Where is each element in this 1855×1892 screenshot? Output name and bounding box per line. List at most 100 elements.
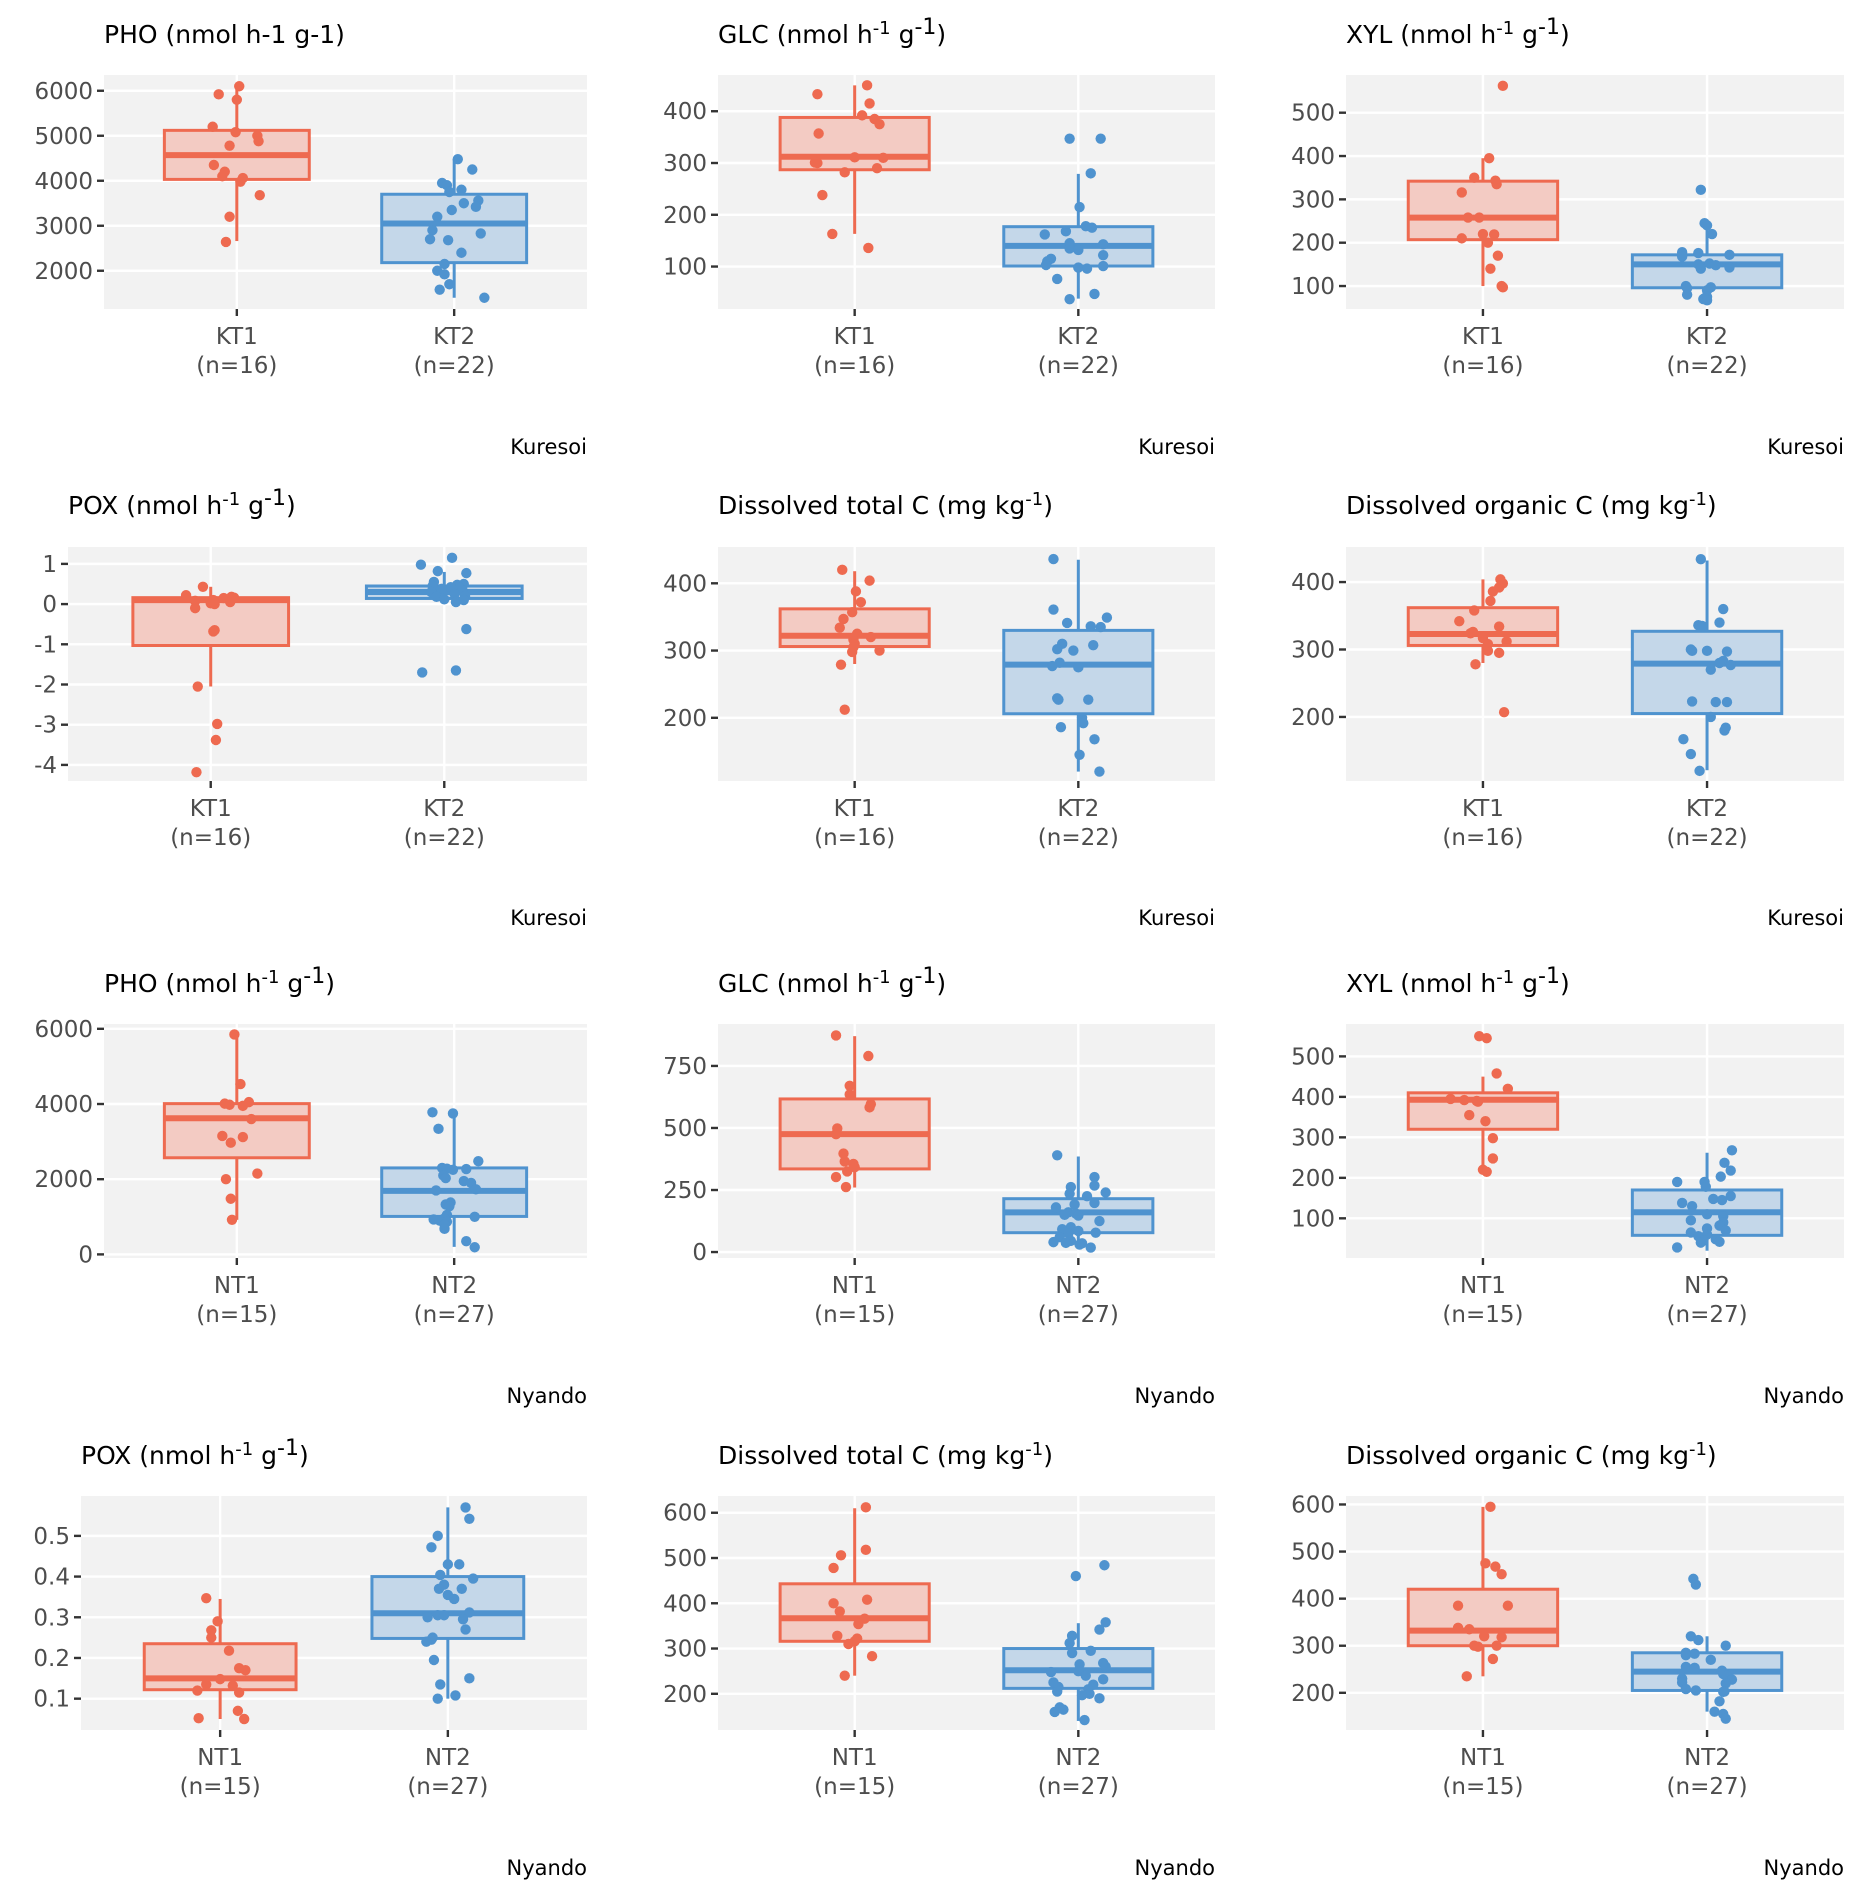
- plot-background: [718, 75, 1215, 309]
- x-tick-label: NT2: [1055, 1745, 1101, 1771]
- data-point: [1470, 659, 1481, 670]
- data-point: [1060, 226, 1072, 237]
- data-point: [1085, 1242, 1096, 1253]
- data-point: [1483, 153, 1495, 164]
- data-point: [1716, 1194, 1728, 1206]
- x-tick-sample-size: (n=16): [196, 353, 277, 379]
- x-tick-label: KT2: [1686, 324, 1728, 350]
- x-tick-sample-size: (n=16): [814, 825, 895, 851]
- site-caption: Nyando: [507, 1856, 588, 1880]
- panel-10: 0.1 0.2 0.3 0.4 0.5 NT1 (n=15) NT2 (n=27) POX (nm…: [33, 1436, 587, 1880]
- y-tick-label: 300: [1291, 1125, 1335, 1151]
- x-tick-sample-size: (n=27): [1667, 1302, 1748, 1328]
- data-point: [860, 1544, 872, 1556]
- data-point: [214, 1673, 226, 1685]
- data-point: [1680, 1683, 1692, 1695]
- data-point: [433, 1123, 444, 1135]
- x-tick-label: KT1: [190, 796, 232, 822]
- data-point: [1048, 553, 1059, 565]
- data-point: [1485, 263, 1496, 274]
- data-point: [479, 292, 490, 303]
- data-point: [1064, 1637, 1075, 1649]
- data-point: [1480, 1558, 1491, 1569]
- box: [162, 1102, 311, 1160]
- data-point: [192, 1685, 203, 1696]
- y-tick-label: 400: [1291, 1587, 1335, 1613]
- y-tick-label: 200: [663, 1682, 707, 1708]
- y-tick-label: 6000: [34, 79, 93, 105]
- data-point: [871, 162, 883, 174]
- panel-title: GLC (nmol h-1 g-1): [718, 964, 946, 998]
- data-point: [458, 198, 470, 209]
- data-point: [1493, 621, 1505, 632]
- series-KT1: [778, 564, 931, 715]
- data-point: [464, 1607, 475, 1618]
- data-point: [233, 1687, 245, 1698]
- x-tick-sample-size: (n=22): [414, 353, 495, 379]
- panel-4: -4 -3 -2 -1 0 1 KT1 (n=16) KT2 (n=22) POX (nmol h-…: [34, 486, 587, 930]
- data-point: [1701, 1209, 1713, 1220]
- y-tick-label: 100: [663, 255, 707, 281]
- data-point: [444, 279, 455, 290]
- data-point: [1052, 273, 1063, 285]
- data-point: [435, 1679, 446, 1690]
- data-point: [192, 681, 203, 692]
- data-point: [1073, 1225, 1084, 1237]
- data-point: [469, 1211, 480, 1222]
- data-point: [1073, 662, 1084, 673]
- data-point: [432, 565, 443, 577]
- panel-title: PHO (nmol h-1 g-1): [104, 964, 335, 998]
- data-point: [223, 1645, 235, 1656]
- y-tick-label: 200: [1291, 231, 1335, 257]
- data-point: [232, 1705, 244, 1717]
- y-tick-label: 0.2: [33, 1646, 70, 1672]
- data-point: [1721, 696, 1733, 708]
- y-tick-label: 400: [1291, 1085, 1335, 1111]
- site-caption: Nyando: [507, 1384, 588, 1408]
- y-tick-label: -3: [34, 713, 57, 739]
- data-point: [432, 1530, 443, 1542]
- data-point: [1695, 553, 1707, 565]
- data-point: [1715, 1171, 1726, 1182]
- panel-title: GLC (nmol h-1 g-1): [718, 15, 946, 49]
- data-point: [1088, 639, 1099, 651]
- data-point: [252, 1168, 263, 1179]
- data-point: [1058, 1704, 1069, 1715]
- site-caption: Kuresoi: [1138, 435, 1215, 459]
- x-tick-sample-size: (n=22): [1038, 353, 1119, 379]
- data-point: [864, 98, 875, 109]
- data-point: [1080, 1670, 1091, 1681]
- data-point: [422, 1612, 433, 1623]
- series-NT1: [1406, 1030, 1560, 1177]
- data-point: [834, 1606, 845, 1617]
- data-point: [432, 211, 443, 222]
- data-point: [1491, 1640, 1502, 1651]
- data-point: [1074, 1239, 1085, 1250]
- y-tick-label: 200: [1291, 705, 1335, 731]
- data-point: [1487, 1653, 1499, 1665]
- data-point: [189, 602, 201, 614]
- data-point: [1461, 1671, 1472, 1682]
- series-NT2: [1630, 1145, 1784, 1253]
- x-tick-label: KT2: [423, 796, 465, 822]
- data-point: [460, 1502, 471, 1513]
- series-KT1: [162, 81, 311, 248]
- y-tick-label: 500: [1291, 101, 1335, 127]
- data-point: [427, 225, 438, 236]
- data-point: [1052, 1150, 1063, 1161]
- data-point: [1690, 1579, 1702, 1590]
- series-NT2: [380, 1107, 529, 1253]
- data-point: [1059, 1209, 1070, 1221]
- data-point: [246, 1113, 257, 1125]
- data-point: [220, 1173, 232, 1185]
- data-point: [842, 1166, 853, 1177]
- x-tick-sample-size: (n=27): [414, 1302, 495, 1328]
- data-point: [840, 1181, 852, 1193]
- data-point: [473, 1155, 484, 1167]
- data-point: [439, 269, 450, 280]
- data-point: [1710, 696, 1721, 708]
- data-point: [1095, 133, 1106, 144]
- y-tick-label: 500: [1291, 1540, 1335, 1566]
- x-tick-sample-size: (n=22): [1667, 825, 1748, 851]
- data-point: [1725, 1190, 1736, 1202]
